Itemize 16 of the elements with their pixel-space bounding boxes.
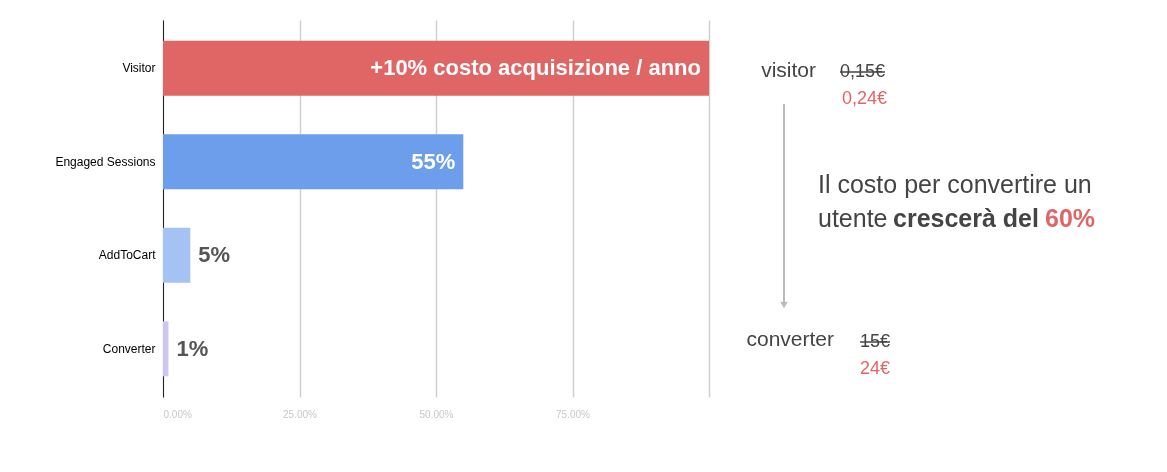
data-label: 5% [198,242,231,268]
text: 60% [1045,204,1096,232]
y-tick-label: Engaged Sessions [55,154,156,169]
data-label: 55% [411,148,456,174]
text: Il costo per convertire un [818,170,1092,198]
y-tick-label: Visitor [122,61,156,76]
text: visitor [761,58,816,81]
text: crescerà del [893,204,1039,232]
text: converter [746,327,834,350]
text: utente [818,204,888,232]
y-tick-label: AddToCart [98,248,157,263]
y-tick-label: Converter [102,341,156,356]
annotation: +10% costo acquisizione / anno [370,55,701,81]
data-label: 1% [176,335,209,361]
text: 24€ [860,358,891,378]
text: 0,24€ [842,88,888,108]
